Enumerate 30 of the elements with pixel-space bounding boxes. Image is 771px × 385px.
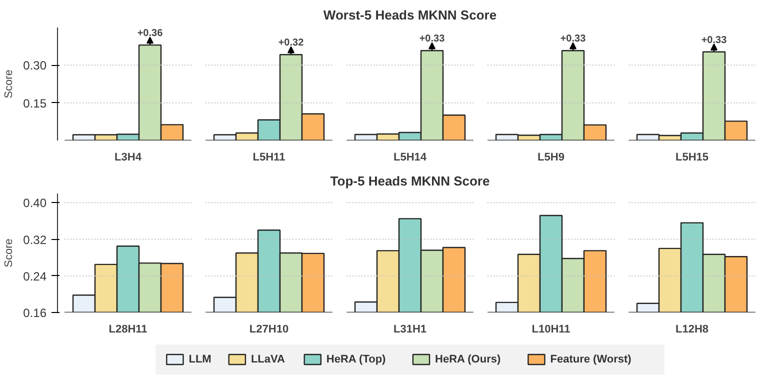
x-tick-label: L31H1 (393, 324, 427, 336)
y-tick-label: 0.40 (23, 196, 47, 210)
legend-label: HeRA (Ours) (435, 354, 501, 366)
x-tick-label: L3H4 (114, 152, 142, 164)
legend-label: LLaVA (250, 354, 286, 366)
x-tick-label: L27H10 (249, 324, 289, 336)
annotation: +0.33 (419, 34, 446, 45)
annotation: +0.33 (701, 34, 728, 46)
y-axis-title: Score (3, 70, 16, 98)
y-tick-label: 0.24 (23, 269, 47, 284)
y-tick-label: 0.15 (23, 96, 47, 110)
chart-title: Top-5 Heads MKNN Score (330, 174, 490, 188)
y-tick-label: 0.30 (23, 58, 47, 73)
y-tick-label: 0.16 (23, 306, 47, 320)
y-tick-label: 0.32 (23, 232, 47, 247)
y-axis-title: Score (3, 238, 16, 268)
legend-label: LLM (188, 354, 212, 366)
x-tick-label: L5H9 (538, 152, 564, 164)
legend-label: HeRA (Top) (326, 354, 386, 366)
x-tick-label: L10H11 (532, 324, 570, 336)
x-tick-label: L5H11 (252, 152, 286, 164)
annotation: +0.32 (278, 38, 304, 49)
chart-title: Worst-5 Heads MKNN Score (323, 8, 497, 22)
x-tick-label: L12H8 (675, 324, 709, 336)
x-tick-label: L28H11 (108, 324, 148, 336)
annotation: +0.33 (560, 34, 586, 45)
x-tick-label: L5H15 (675, 152, 709, 164)
annotation: +0.36 (137, 28, 164, 40)
legend-label: Feature (Worst) (550, 354, 632, 366)
x-tick-label: L5H14 (393, 152, 428, 164)
